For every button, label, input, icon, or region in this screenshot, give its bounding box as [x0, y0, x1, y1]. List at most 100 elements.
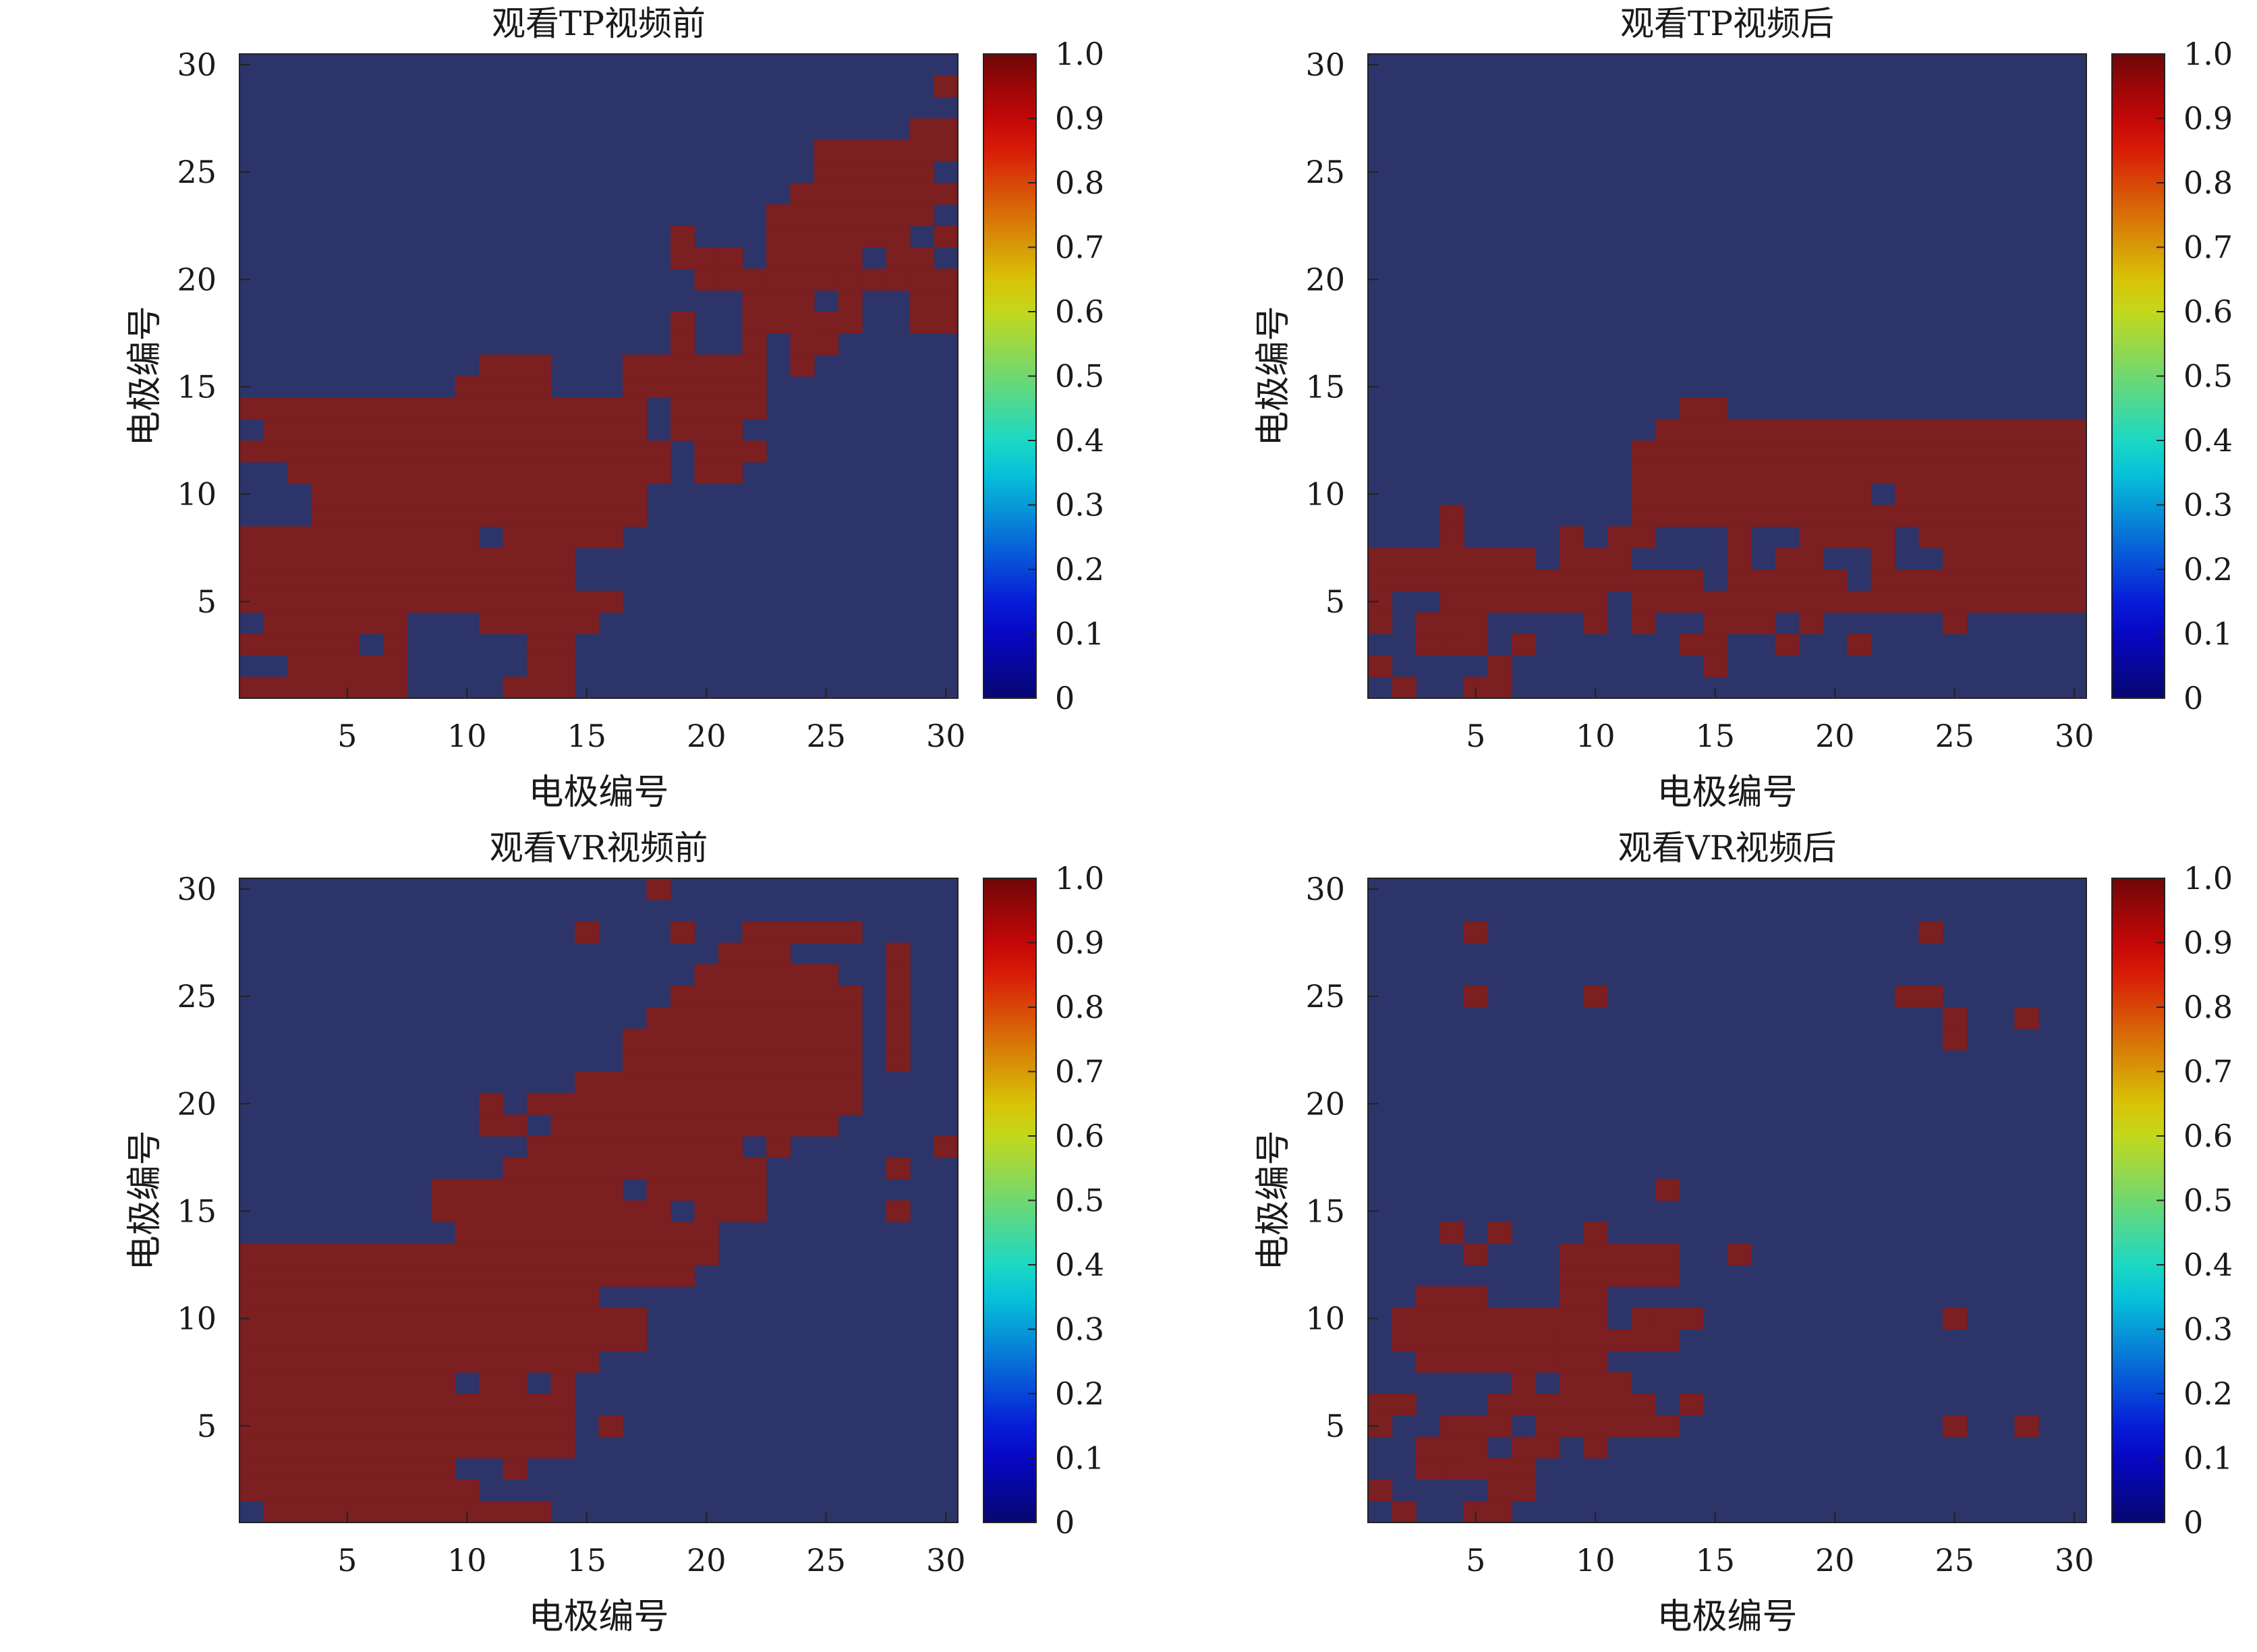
colorbar-tick-label: 0.1 [2183, 616, 2233, 652]
y-tick-label: 20 [1305, 1085, 1345, 1122]
heatmap-cell [862, 161, 887, 183]
heatmap-tp-after: 5 10 15 20 25 3051015202530观看TP视频后电极编号电极编号00.… [1253, 4, 2233, 813]
heatmap-cell [455, 1286, 480, 1309]
heatmap-cell [407, 1329, 432, 1351]
y-axis-label: 电极编号 [1253, 306, 1294, 446]
heatmap-cell [598, 397, 623, 420]
heatmap-cell [550, 655, 575, 677]
heatmap-cell [1727, 569, 1752, 592]
heatmap-cell [239, 397, 264, 420]
heatmap-cell [335, 569, 360, 592]
heatmap-cell [718, 1071, 743, 1093]
heatmap-cell [287, 1372, 312, 1394]
heatmap-cell [311, 505, 336, 527]
heatmap-cell [2062, 505, 2087, 527]
heatmap-cell [407, 526, 432, 548]
heatmap-cell [814, 1050, 839, 1073]
heatmap-cell [1943, 505, 1968, 527]
heatmap-cell [1439, 1329, 1464, 1351]
x-tick-label: 25 [806, 718, 846, 754]
x-tick-label: 10 [1576, 1542, 1616, 1578]
heatmap-cell [575, 1136, 600, 1158]
heatmap-cell [1727, 526, 1752, 548]
heatmap-cell [1775, 590, 1800, 613]
heatmap-cell [838, 312, 863, 334]
heatmap-cell [814, 986, 839, 1008]
heatmap-cell [1847, 590, 1872, 613]
heatmap-cell [814, 1028, 839, 1051]
heatmap-cell [263, 633, 288, 656]
heatmap-cell [1607, 1243, 1632, 1265]
heatmap-cell [694, 1222, 719, 1244]
heatmap-cell [1943, 483, 1968, 506]
heatmap-cell [335, 1329, 360, 1351]
heatmap-cell [550, 1350, 575, 1373]
heatmap-cell [263, 1394, 288, 1416]
heatmap-cell [694, 461, 719, 484]
heatmap-cell [1918, 526, 1943, 548]
heatmap-cell [2062, 483, 2087, 506]
heatmap-cell [1464, 1458, 1489, 1480]
heatmap-cell [598, 440, 623, 463]
heatmap-cell [1487, 1222, 1512, 1244]
plot-frame [239, 878, 959, 1523]
heatmap-cell [623, 1050, 648, 1073]
heatmap-cell [503, 1243, 527, 1265]
heatmap-cell [550, 461, 575, 484]
heatmap-cell [623, 1329, 648, 1351]
heatmap-cell [814, 183, 839, 205]
heatmap-cell [335, 419, 360, 441]
heatmap-cell [790, 354, 815, 377]
heatmap-cell [287, 1458, 312, 1480]
heatmap-cell [431, 1501, 456, 1523]
heatmap-cell [1560, 1307, 1584, 1330]
heatmap-cell [479, 1222, 504, 1244]
heatmap-cell [766, 290, 791, 312]
heatmap-cell [1464, 921, 1489, 944]
heatmap-cell [1631, 483, 1656, 506]
heatmap-cell [886, 204, 911, 227]
heatmap-cell [1775, 461, 1800, 484]
heatmap-cell [455, 505, 480, 527]
heatmap-cell [527, 1501, 552, 1523]
heatmap-cell [503, 1178, 527, 1201]
heatmap-cell [287, 677, 312, 699]
heatmap-cell [550, 1415, 575, 1437]
x-tick-label: 5 [1466, 1542, 1485, 1578]
heatmap-cell [263, 1501, 288, 1523]
heatmap-cell [2014, 461, 2039, 484]
heatmap-cell [718, 1093, 743, 1115]
heatmap-cell [1583, 1372, 1608, 1394]
heatmap-cell [359, 1458, 384, 1480]
heatmap-cell [263, 548, 288, 570]
y-tick-label: 10 [1305, 1301, 1345, 1337]
colorbar-tick-label: 0.4 [1055, 422, 1104, 459]
heatmap-cell [766, 1028, 791, 1051]
heatmap-cell [1487, 1329, 1512, 1351]
heatmap-cell [934, 225, 959, 248]
heatmap-cell [1560, 1265, 1584, 1287]
heatmap-cell [718, 1050, 743, 1073]
heatmap-cell [455, 483, 480, 506]
heatmap-cell [910, 140, 935, 162]
heatmap-cell [287, 526, 312, 548]
heatmap-cell [431, 483, 456, 506]
heatmap-cell [2014, 483, 2039, 506]
heatmap-cell [1631, 1415, 1656, 1437]
heatmap-cell [1966, 505, 1991, 527]
heatmap-cell [550, 526, 575, 548]
heatmap-cell [550, 1286, 575, 1309]
heatmap-cell [1895, 419, 1920, 441]
heatmap-cell [838, 921, 863, 944]
heatmap-cell [407, 1307, 432, 1330]
heatmap-cell [1560, 1243, 1584, 1265]
heatmap-cell [575, 1265, 600, 1287]
heatmap-cell [814, 225, 839, 248]
heatmap-cell [1727, 483, 1752, 506]
heatmap-cell [934, 268, 959, 291]
heatmap-cell [1607, 1329, 1632, 1351]
heatmap-cell [550, 612, 575, 635]
heatmap-cell [311, 1458, 336, 1480]
heatmap-cell [1535, 1415, 1560, 1437]
heatmap-cell [335, 1479, 360, 1502]
